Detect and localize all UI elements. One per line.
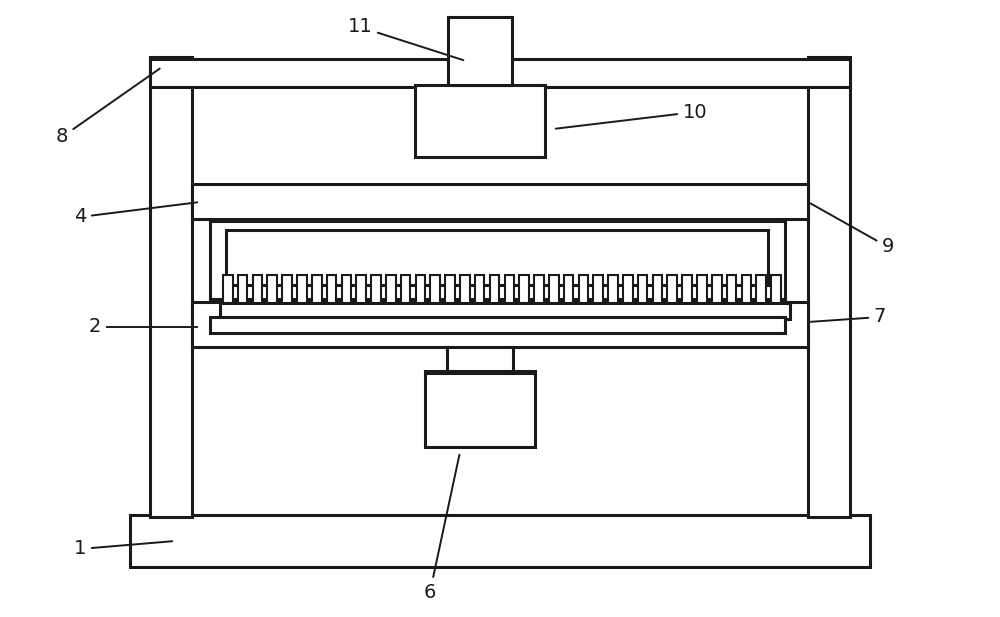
Bar	[210, 221, 785, 299]
Bar	[579, 275, 588, 303]
Text: 9: 9	[810, 204, 894, 257]
Bar	[519, 275, 529, 303]
Bar	[192, 184, 808, 219]
Bar	[282, 275, 292, 303]
Bar	[416, 275, 425, 303]
Bar	[808, 57, 850, 517]
Text: 7: 7	[811, 307, 886, 326]
Text: 2: 2	[89, 318, 197, 336]
Bar	[386, 275, 396, 303]
Bar	[475, 275, 484, 303]
Bar	[448, 17, 512, 85]
Bar	[342, 275, 351, 303]
Bar	[653, 275, 662, 303]
Bar	[697, 275, 707, 303]
Bar	[608, 275, 618, 303]
Bar	[130, 515, 870, 567]
Text: 6: 6	[424, 455, 459, 602]
Bar	[756, 275, 766, 303]
Bar	[564, 275, 573, 303]
Bar	[415, 85, 545, 157]
Bar	[356, 275, 366, 303]
Text: 8: 8	[56, 68, 160, 146]
Text: 1: 1	[74, 539, 172, 558]
Bar	[297, 275, 307, 303]
Bar	[490, 275, 499, 303]
Bar	[401, 275, 410, 303]
Bar	[771, 275, 781, 303]
Bar	[549, 275, 559, 303]
Bar	[425, 371, 535, 447]
Bar	[327, 275, 336, 303]
Bar	[505, 275, 514, 303]
Text: 11: 11	[348, 17, 463, 60]
Bar	[712, 275, 722, 303]
Bar	[312, 275, 322, 303]
Bar	[742, 275, 751, 303]
Bar	[223, 275, 233, 303]
Text: 4: 4	[74, 202, 197, 226]
Bar	[238, 275, 247, 303]
Bar	[638, 275, 647, 303]
Bar	[682, 275, 692, 303]
Bar	[445, 275, 455, 303]
Bar	[210, 317, 785, 333]
Bar	[150, 59, 850, 87]
Bar	[623, 275, 633, 303]
Bar	[226, 230, 768, 285]
Bar	[667, 275, 677, 303]
Bar	[267, 275, 277, 303]
Bar	[220, 303, 790, 319]
Bar	[460, 275, 470, 303]
Bar	[430, 275, 440, 303]
Bar	[593, 275, 603, 303]
Bar	[253, 275, 262, 303]
Bar	[192, 302, 808, 347]
Bar	[727, 275, 736, 303]
Bar	[371, 275, 381, 303]
Bar	[150, 57, 192, 517]
Bar	[534, 275, 544, 303]
Text: 10: 10	[556, 102, 707, 129]
